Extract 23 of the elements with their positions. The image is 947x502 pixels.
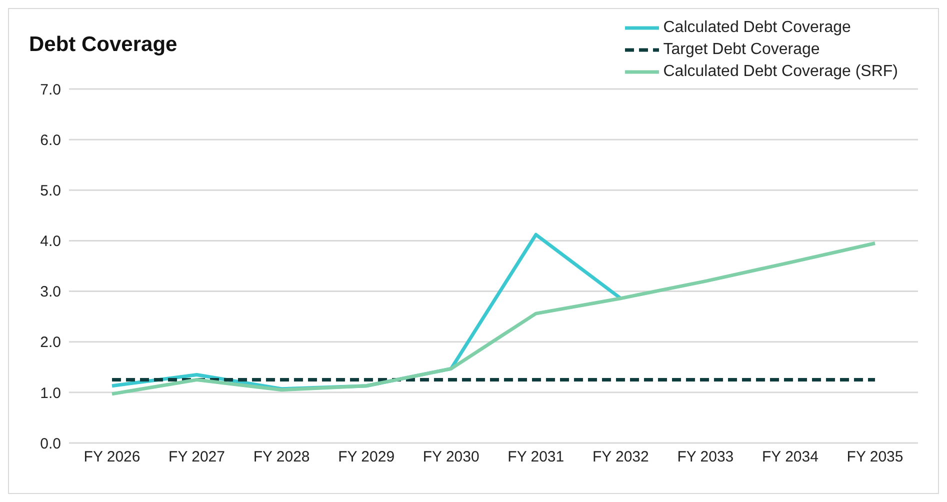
x-tick-label: FY 2030 xyxy=(422,448,480,466)
x-tick-label: FY 2032 xyxy=(592,448,649,466)
x-tick-label: FY 2035 xyxy=(846,448,904,466)
x-tick-label: FY 2029 xyxy=(338,448,395,466)
y-tick-label: 2.0 xyxy=(40,334,61,352)
y-tick-label: 4.0 xyxy=(40,233,61,250)
x-tick-label: FY 2028 xyxy=(253,448,310,466)
legend-label: Calculated Debt Coverage xyxy=(663,18,851,38)
y-tick-label: 6.0 xyxy=(40,132,61,149)
y-tick-label: 3.0 xyxy=(40,284,61,301)
y-tick-label: 5.0 xyxy=(40,182,61,200)
x-tick-label: FY 2031 xyxy=(508,448,564,466)
y-tick-label: 7.0 xyxy=(40,81,61,98)
x-tick-label: FY 2026 xyxy=(84,448,140,466)
legend-label: Calculated Debt Coverage (SRF) xyxy=(663,62,898,82)
line-series xyxy=(110,241,877,396)
legend-label: Target Debt Coverage xyxy=(663,40,820,60)
x-tick-label: FY 2034 xyxy=(762,448,818,466)
y-tick-label: 1.0 xyxy=(40,384,61,402)
y-tick-label: 0.0 xyxy=(40,435,61,452)
chart-title: Debt Coverage xyxy=(29,33,178,57)
x-tick-label: FY 2033 xyxy=(677,448,734,466)
x-tick-label: FY 2027 xyxy=(168,448,225,466)
